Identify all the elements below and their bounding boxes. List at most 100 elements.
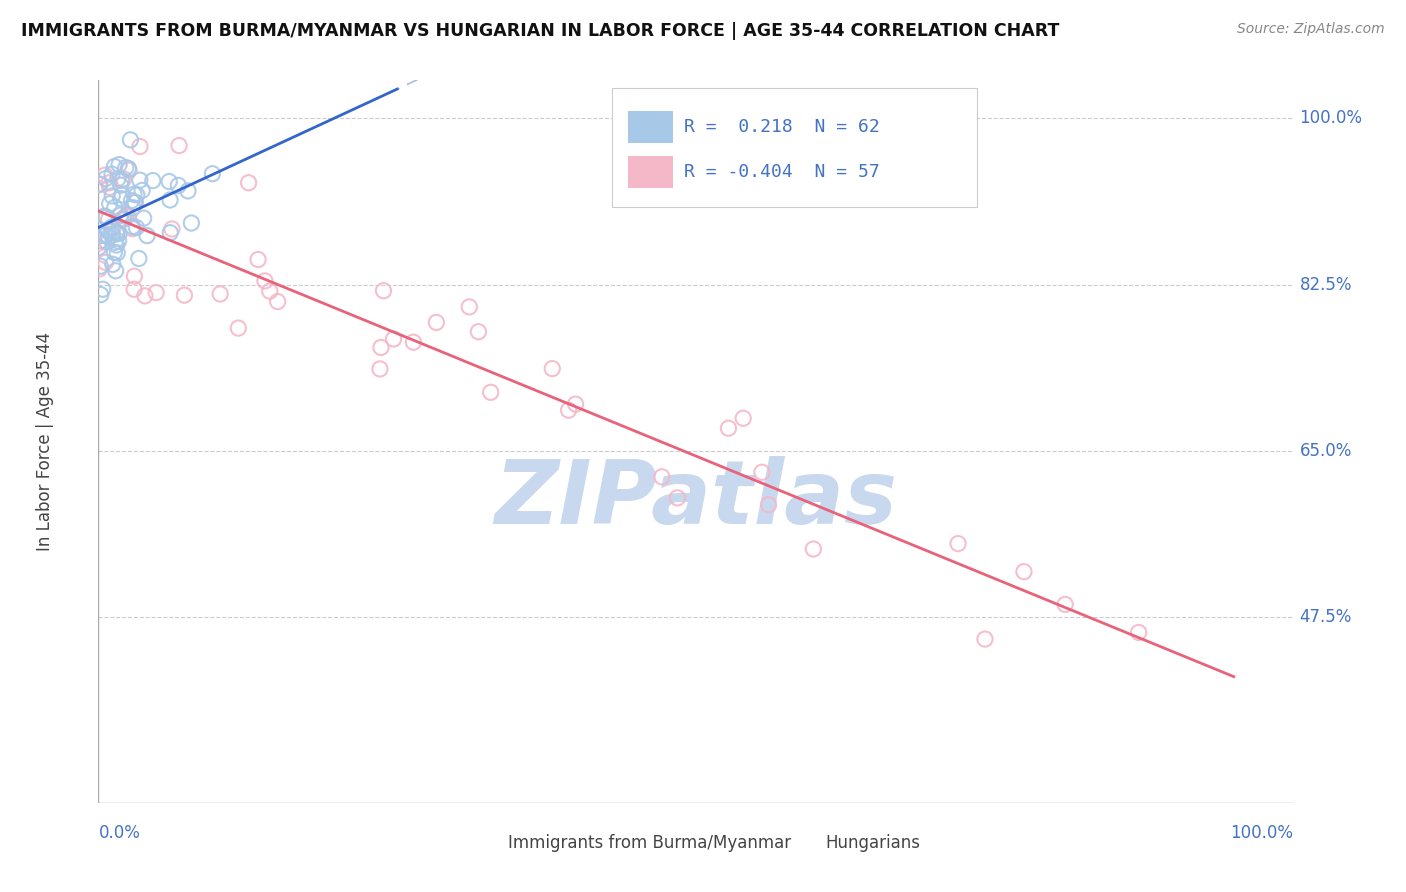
Point — [159, 226, 181, 240]
Point — [132, 211, 155, 226]
Point — [114, 209, 136, 223]
Point — [90, 287, 112, 301]
Point — [402, 335, 425, 350]
Point — [122, 195, 145, 210]
Text: R =  0.218  N = 62: R = 0.218 N = 62 — [685, 118, 880, 136]
Point — [974, 632, 997, 646]
Point — [226, 321, 249, 335]
Point — [104, 235, 127, 250]
Point — [124, 195, 146, 210]
Point — [121, 219, 143, 234]
Text: In Labor Force | Age 35-44: In Labor Force | Age 35-44 — [35, 332, 53, 551]
Point — [167, 138, 190, 153]
Point — [159, 193, 181, 207]
Bar — [628, 156, 673, 187]
Point — [105, 246, 128, 260]
Point — [107, 234, 129, 248]
Point — [142, 173, 165, 187]
Point — [97, 222, 120, 236]
Point — [134, 289, 156, 303]
Text: Immigrants from Burma/Myanmar: Immigrants from Burma/Myanmar — [509, 834, 792, 852]
Point — [651, 470, 673, 484]
Point — [110, 192, 132, 206]
Point — [111, 188, 134, 202]
Text: R = -0.404  N = 57: R = -0.404 N = 57 — [685, 162, 880, 181]
Text: 100.0%: 100.0% — [1299, 110, 1362, 128]
Point — [101, 257, 124, 271]
Point — [121, 221, 143, 235]
Point — [97, 224, 120, 238]
Point — [91, 282, 114, 296]
Point — [117, 161, 139, 176]
Point — [104, 264, 127, 278]
Text: Hungarians: Hungarians — [825, 834, 920, 852]
Point — [94, 168, 117, 182]
Point — [120, 133, 142, 147]
Point — [122, 187, 145, 202]
Point — [259, 284, 281, 298]
Point — [115, 161, 138, 175]
Point — [108, 158, 131, 172]
Point — [751, 465, 773, 479]
Point — [125, 220, 148, 235]
Point — [467, 325, 489, 339]
Point — [89, 178, 111, 192]
Point — [105, 225, 128, 239]
Point — [370, 341, 392, 355]
Point — [112, 172, 135, 186]
Point — [173, 288, 195, 302]
Point — [98, 180, 121, 194]
Text: 82.5%: 82.5% — [1299, 276, 1353, 293]
Point — [125, 187, 148, 202]
Point — [666, 491, 689, 505]
Point — [373, 284, 395, 298]
Point — [117, 208, 139, 222]
FancyBboxPatch shape — [613, 87, 977, 207]
Text: 65.0%: 65.0% — [1299, 442, 1353, 460]
Text: 47.5%: 47.5% — [1299, 608, 1353, 626]
Point — [103, 245, 125, 260]
Point — [267, 294, 290, 309]
Point — [1012, 565, 1035, 579]
Point — [160, 222, 183, 236]
Point — [97, 212, 120, 227]
Point — [118, 163, 141, 178]
Point — [103, 160, 125, 174]
Point — [96, 235, 118, 249]
Point — [94, 171, 117, 186]
Point — [946, 536, 969, 550]
Point — [96, 210, 118, 224]
Point — [128, 252, 150, 266]
Point — [733, 411, 755, 425]
Point — [129, 139, 152, 153]
Text: 0.0%: 0.0% — [98, 824, 141, 842]
Point — [167, 178, 190, 193]
Point — [1128, 625, 1150, 640]
Point — [89, 261, 111, 276]
Point — [368, 362, 391, 376]
Text: ZIPatlas: ZIPatlas — [495, 456, 897, 543]
Point — [564, 397, 586, 411]
Point — [177, 184, 200, 198]
Point — [97, 230, 120, 244]
Point — [425, 315, 447, 329]
Point — [247, 252, 270, 267]
Point — [87, 241, 110, 255]
Point — [180, 216, 202, 230]
Point — [110, 173, 132, 187]
Point — [101, 227, 124, 242]
Point — [128, 173, 150, 187]
Point — [110, 178, 132, 193]
Point — [541, 361, 564, 376]
Point — [717, 421, 740, 435]
Text: 100.0%: 100.0% — [1230, 824, 1294, 842]
Point — [238, 176, 260, 190]
Point — [801, 541, 824, 556]
Point — [479, 385, 502, 400]
Point — [110, 208, 132, 222]
Point — [124, 269, 146, 284]
Point — [93, 209, 115, 223]
Point — [104, 200, 127, 214]
Point — [101, 221, 124, 235]
Point — [98, 196, 121, 211]
